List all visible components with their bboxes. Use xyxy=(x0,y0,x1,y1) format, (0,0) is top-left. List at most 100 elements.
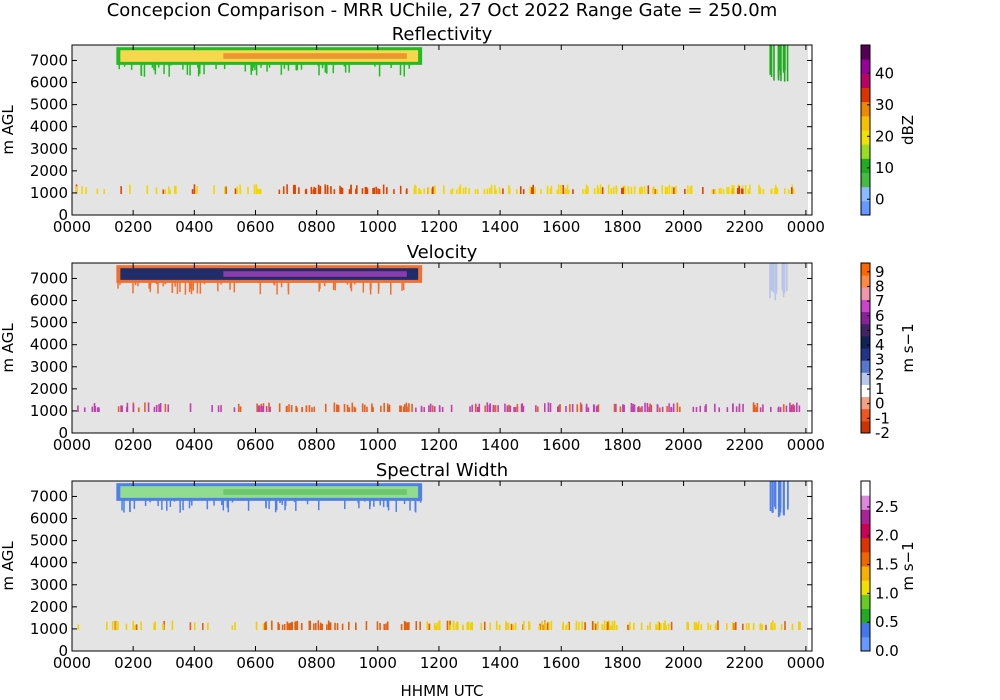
band-streak xyxy=(641,187,644,195)
band-streak xyxy=(475,404,477,413)
band-streak xyxy=(535,405,537,413)
cloud-streak xyxy=(332,280,335,290)
band-streak xyxy=(418,188,420,195)
band-streak xyxy=(155,404,158,413)
band-streak xyxy=(665,625,667,631)
cloud-streak xyxy=(274,498,277,513)
band-streak xyxy=(597,187,600,195)
band-streak xyxy=(649,404,652,413)
band-streak xyxy=(622,405,625,413)
colorbar-segment xyxy=(861,186,870,202)
band-streak xyxy=(610,625,612,631)
cloud-streak xyxy=(197,62,199,68)
band-streak xyxy=(433,406,436,413)
colorbar-tick-label: 2.0 xyxy=(875,527,899,545)
colorbar-label: dBZ xyxy=(899,115,917,145)
band-streak xyxy=(556,189,559,195)
band-streak xyxy=(363,404,366,413)
cloud-streak xyxy=(387,498,390,511)
band-streak xyxy=(294,621,296,631)
band-streak xyxy=(478,403,481,413)
band-streak xyxy=(759,187,762,195)
band-streak xyxy=(621,189,623,195)
band-streak xyxy=(755,407,758,413)
band-streak xyxy=(489,622,492,631)
y-tick-label: 2000 xyxy=(30,598,68,616)
band-streak xyxy=(126,402,129,413)
colorbar-tick-label: 2.5 xyxy=(875,498,899,516)
x-tick-label: 0000 xyxy=(787,436,825,454)
band-streak xyxy=(585,184,588,195)
panel-1: 0000 0200 0400 0600 0800 1000 1200 1400 1600 1800… xyxy=(0,24,917,236)
cloud-streak xyxy=(280,280,283,288)
colorbar-tick-label: 7 xyxy=(875,292,885,310)
cloud-streak xyxy=(153,62,155,71)
x-tick-label: 1200 xyxy=(420,436,458,454)
band-streak xyxy=(601,624,604,631)
band-streak xyxy=(341,188,344,195)
band-streak xyxy=(666,186,669,195)
band-streak xyxy=(81,186,83,195)
band-streak xyxy=(486,402,489,413)
cloud-streak xyxy=(173,498,176,502)
band-streak xyxy=(576,404,579,413)
band-streak xyxy=(528,622,531,631)
colorbar-segment xyxy=(861,335,870,349)
cloud-streak xyxy=(222,498,225,511)
band-streak xyxy=(776,188,779,195)
band-streak xyxy=(668,184,671,195)
band-streak xyxy=(294,187,296,195)
band-streak xyxy=(239,406,242,413)
echo-streak xyxy=(774,263,777,296)
colorbar-tick-label: 0.5 xyxy=(875,613,899,631)
feature-late-echo xyxy=(769,45,789,82)
cloud-streak xyxy=(295,498,297,511)
band-streak xyxy=(469,622,472,631)
echo-streak xyxy=(772,481,774,513)
band-streak xyxy=(343,403,346,413)
cloud-streak xyxy=(252,62,255,68)
band-streak xyxy=(258,405,261,413)
band-streak xyxy=(350,185,352,195)
colorbar-segment xyxy=(861,348,870,361)
cloud-streak xyxy=(182,62,184,70)
band-streak xyxy=(337,404,339,413)
cloud-streak xyxy=(206,498,209,510)
cloud-streak xyxy=(229,280,231,290)
echo-streak xyxy=(770,263,772,291)
band-streak xyxy=(164,189,167,195)
panel-title: Velocity xyxy=(407,242,478,263)
band-streak xyxy=(726,623,728,631)
cloud-streak xyxy=(196,280,199,294)
cloud-streak xyxy=(213,498,215,506)
band-streak xyxy=(622,187,624,195)
band-streak xyxy=(256,403,258,413)
band-streak xyxy=(722,189,725,195)
cloud-streak xyxy=(157,498,159,507)
colorbar-frame xyxy=(860,262,871,434)
cloud-streak xyxy=(162,280,164,287)
band-streak xyxy=(386,187,388,195)
cloud-streak xyxy=(364,498,366,502)
band-streak xyxy=(649,621,652,631)
band-streak xyxy=(695,622,698,631)
band-streak xyxy=(449,624,452,631)
band-streak xyxy=(423,407,426,413)
band-streak xyxy=(383,402,385,413)
band-streak xyxy=(380,405,382,413)
panel-title: Reflectivity xyxy=(392,24,493,45)
band-streak xyxy=(375,186,377,195)
colorbar-tick-label: -2 xyxy=(875,424,890,442)
y-axis-label: m AGL xyxy=(0,105,17,155)
x-tick-label: 0000 xyxy=(787,218,825,236)
cloud-streak xyxy=(184,280,187,295)
band-streak xyxy=(483,188,486,195)
band-streak xyxy=(351,402,354,413)
feature-cloud-layer xyxy=(116,47,423,77)
cloud-streak xyxy=(409,498,411,511)
band-streak xyxy=(656,189,658,195)
band-streak xyxy=(361,403,364,413)
band-streak xyxy=(144,402,146,413)
band-streak xyxy=(779,407,782,413)
band-streak xyxy=(534,187,536,195)
